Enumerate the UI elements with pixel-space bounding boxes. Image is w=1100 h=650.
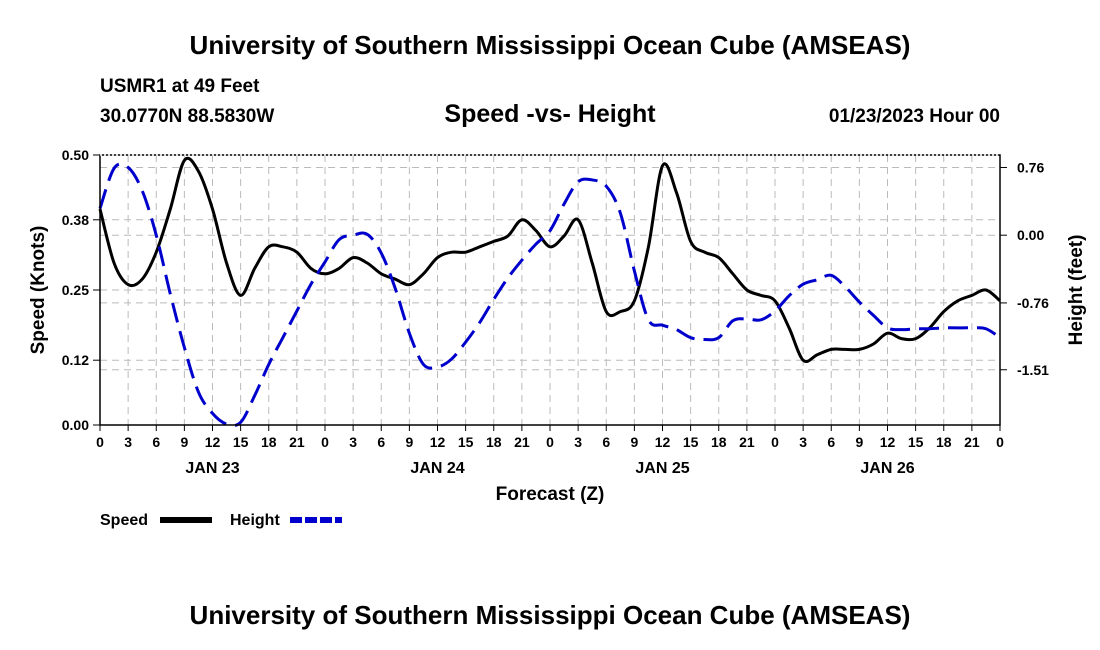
x-tick-label: 3 <box>574 434 582 450</box>
x-tick-label: 15 <box>683 434 699 450</box>
series-layer <box>98 156 1001 428</box>
x-tick-label: 15 <box>233 434 249 450</box>
forecast-date: 01/23/2023 Hour 00 <box>828 106 1000 127</box>
x-tick-label: 3 <box>799 434 807 450</box>
x-tick-label: 12 <box>655 434 671 450</box>
x-tick-label: 9 <box>180 434 188 450</box>
x-tick-label: 0 <box>321 434 329 450</box>
speed-height-chart: 0 3 6 9 12 15 18 21 0 3 6 9 12 15 18 21 0 3 6 9 12 15 18 21 0 3 6 9… <box>28 147 1087 529</box>
y-tick-label: 0.12 <box>62 352 89 368</box>
x-tick-label: 21 <box>514 434 530 450</box>
coordinates-label: 30.0770N 88.5830W <box>100 106 275 127</box>
x-tick-label: 0 <box>771 434 779 450</box>
x-tick-label: 21 <box>739 434 755 450</box>
x-tick-label: 6 <box>602 434 610 450</box>
day-label: JAN 26 <box>860 460 914 477</box>
y2-tick-label: 0.76 <box>1017 159 1044 175</box>
y2-tick-label: -1.51 <box>1017 362 1049 378</box>
footer-title: University of Southern Mississippi Ocean… <box>189 600 911 630</box>
x-tick-label: 12 <box>205 434 221 450</box>
x-axis-label: Forecast (Z) <box>496 484 605 505</box>
y2-tick-label: -0.76 <box>1017 295 1049 311</box>
day-label: JAN 24 <box>410 460 464 477</box>
x-tick-label: 21 <box>289 434 305 450</box>
x-tick-label: 18 <box>711 434 727 450</box>
chart-subtitle: Speed -vs- Height <box>444 100 656 128</box>
x-tick-label: 21 <box>964 434 980 450</box>
x-tick-label: 6 <box>827 434 835 450</box>
grid <box>100 155 1000 425</box>
y2-tick-label: 0.00 <box>1017 227 1044 243</box>
x-tick-label: 0 <box>546 434 554 450</box>
x-tick-label: 18 <box>486 434 502 450</box>
x-tick-label: 12 <box>880 434 896 450</box>
y-axis-label: Speed (Knots) <box>28 226 49 355</box>
x-tick-label: 18 <box>936 434 952 450</box>
x-tick-label: 9 <box>630 434 638 450</box>
x-tick-label: 18 <box>261 434 277 450</box>
day-label: JAN 23 <box>185 460 239 477</box>
x-tick-label: 9 <box>855 434 863 450</box>
axes: 0 3 6 9 12 15 18 21 0 3 6 9 12 15 18 21 0 3 6 9 12 15 18 21 0 3 6 9… <box>62 147 1049 477</box>
y-tick-label: 0.50 <box>62 147 89 163</box>
y2-axis-label: Height (feet) <box>1066 235 1087 346</box>
x-tick-label: 6 <box>152 434 160 450</box>
series-line-speed <box>98 156 1001 364</box>
legend-height-label: Height <box>230 512 280 529</box>
y-tick-label: 0.00 <box>62 417 89 433</box>
legend: Speed Height <box>100 512 342 529</box>
x-tick-label: 9 <box>405 434 413 450</box>
x-tick-label: 0 <box>96 434 104 450</box>
x-tick-label: 15 <box>908 434 924 450</box>
x-tick-label: 3 <box>349 434 357 450</box>
chart-main-title: University of Southern Mississippi Ocean… <box>189 30 911 60</box>
x-tick-label: 15 <box>458 434 474 450</box>
y-tick-label: 0.25 <box>62 282 89 298</box>
station-label: USMR1 at 49 Feet <box>100 76 260 97</box>
y-tick-label: 0.38 <box>62 212 89 228</box>
x-tick-label: 0 <box>996 434 1004 450</box>
x-tick-label: 12 <box>430 434 446 450</box>
legend-speed-label: Speed <box>100 512 148 529</box>
x-tick-label: 6 <box>377 434 385 450</box>
day-label: JAN 25 <box>635 460 689 477</box>
x-tick-label: 3 <box>124 434 132 450</box>
